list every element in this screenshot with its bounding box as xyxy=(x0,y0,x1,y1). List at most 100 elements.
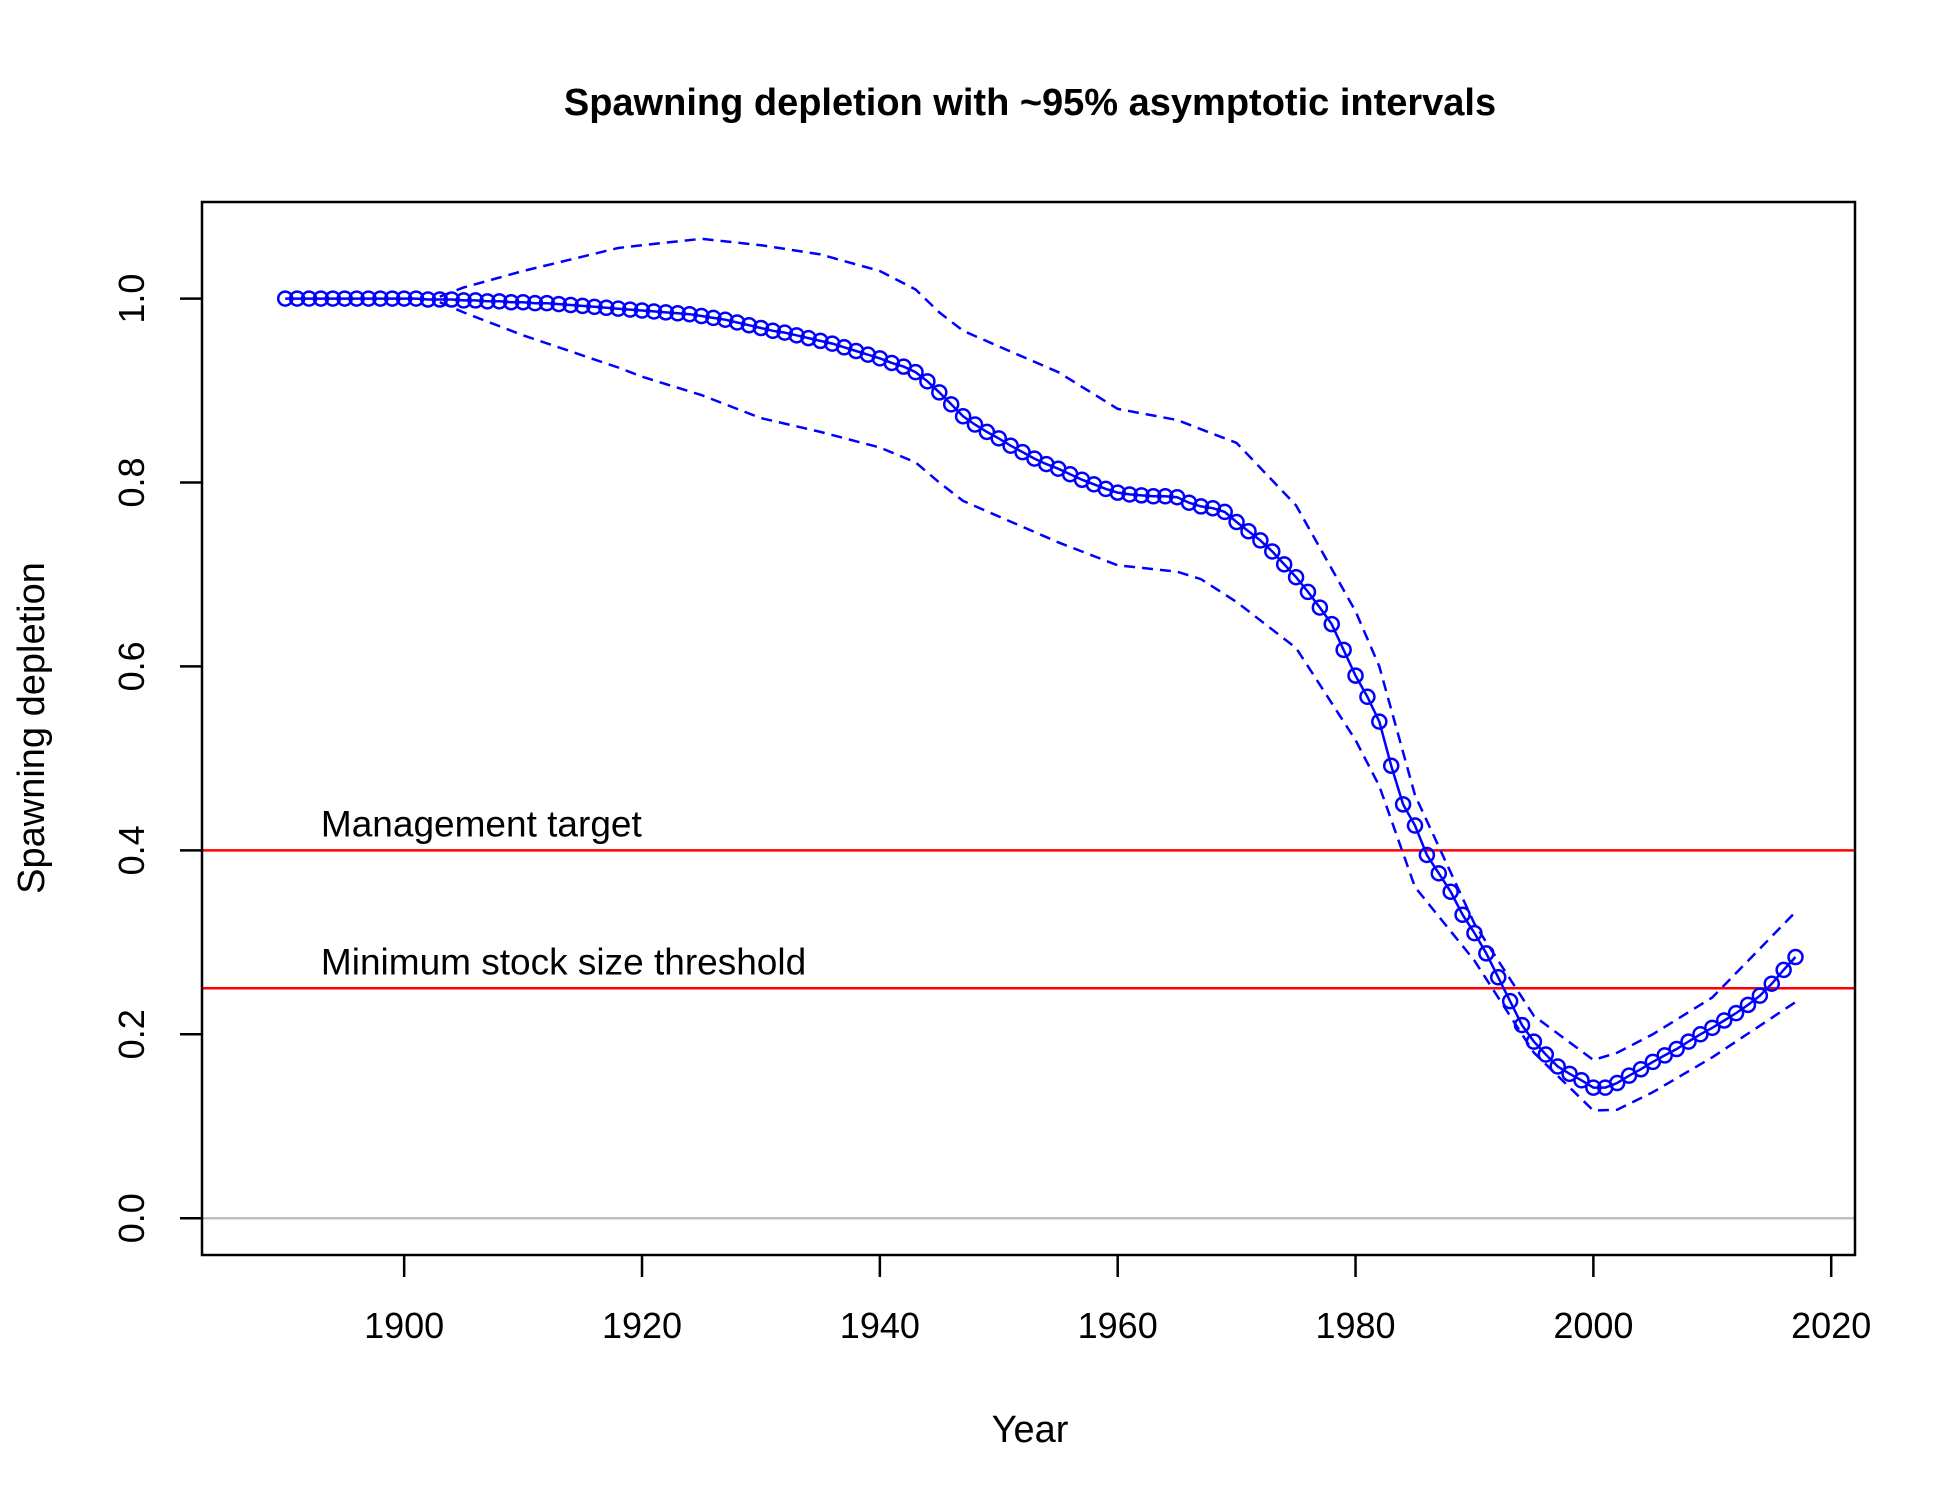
x-tick-label: 2020 xyxy=(1791,1305,1871,1346)
x-tick-label: 1960 xyxy=(1078,1305,1158,1346)
data-point xyxy=(954,408,972,425)
data-point xyxy=(360,290,377,307)
data-point xyxy=(1192,498,1210,515)
data-point xyxy=(681,305,698,323)
data-point xyxy=(1145,488,1162,505)
data-point xyxy=(1585,1079,1602,1096)
data-point xyxy=(1252,532,1269,549)
data-point xyxy=(336,290,353,307)
data-point xyxy=(1371,713,1388,730)
x-tick-label: 1900 xyxy=(364,1305,444,1346)
data-point xyxy=(407,290,425,307)
data-point xyxy=(598,299,615,317)
data-point xyxy=(1359,688,1376,706)
data-point xyxy=(931,384,948,401)
data-point xyxy=(1632,1060,1650,1078)
x-axis-title: Year xyxy=(992,1409,1069,1451)
data-point xyxy=(1751,987,1769,1004)
data-point xyxy=(502,293,520,311)
data-point xyxy=(1442,883,1459,900)
x-tick-label: 2000 xyxy=(1553,1305,1633,1346)
y-axis-title: Spawning depletion xyxy=(11,562,53,894)
data-point xyxy=(1454,906,1471,923)
x-tick-label: 1980 xyxy=(1315,1305,1395,1346)
data-point xyxy=(717,311,734,328)
data-point xyxy=(1287,568,1305,586)
data-point xyxy=(1335,641,1352,659)
data-point xyxy=(705,309,722,327)
data-point xyxy=(550,295,568,313)
data-point xyxy=(764,322,782,340)
data-point xyxy=(657,304,675,321)
y-tick-label: 1.0 xyxy=(111,274,152,324)
data-point xyxy=(728,314,746,331)
data-point xyxy=(467,292,484,309)
data-point xyxy=(1347,667,1364,684)
data-point xyxy=(1406,817,1424,834)
data-point xyxy=(324,290,342,307)
data-point xyxy=(300,290,318,307)
data-point xyxy=(312,290,330,307)
data-point xyxy=(669,305,686,322)
data-point xyxy=(1549,1058,1566,1075)
data-point xyxy=(1763,975,1781,992)
data-point xyxy=(419,291,437,308)
y-tick-label: 0.2 xyxy=(111,1009,152,1059)
data-point xyxy=(288,290,306,307)
data-point xyxy=(752,319,770,337)
data-point xyxy=(1133,487,1150,504)
reference-line-label: Management target xyxy=(321,803,643,844)
data-point xyxy=(1489,969,1507,986)
data-point xyxy=(1668,1040,1685,1058)
data-point xyxy=(693,307,710,325)
data-point xyxy=(633,302,651,319)
x-tick-label: 1940 xyxy=(840,1305,920,1346)
y-tick-label: 0.8 xyxy=(111,457,152,507)
data-point xyxy=(1418,846,1436,864)
data-point xyxy=(1715,1012,1733,1029)
plot-area: Management target Minimum stock size thre… xyxy=(111,200,1871,1346)
data-point xyxy=(1501,992,1519,1010)
data-point xyxy=(1275,556,1293,573)
data-point xyxy=(942,396,960,413)
data-point xyxy=(1109,484,1126,501)
data-point xyxy=(1537,1046,1555,1063)
data-point xyxy=(1228,513,1245,531)
data-point xyxy=(645,303,663,320)
data-point xyxy=(479,293,496,310)
data-point xyxy=(431,291,449,308)
data-point xyxy=(1680,1033,1697,1050)
data-point xyxy=(1573,1072,1590,1089)
data-point xyxy=(276,290,294,307)
data-point xyxy=(1382,757,1400,774)
data-point xyxy=(907,363,924,381)
data-point xyxy=(372,290,389,307)
data-point xyxy=(788,327,805,344)
data-point xyxy=(514,293,532,311)
data-point xyxy=(1323,615,1340,633)
data-point xyxy=(526,294,544,312)
y-tick-label: 0.0 xyxy=(111,1193,152,1243)
data-point xyxy=(574,297,591,315)
data-point xyxy=(740,316,758,334)
data-point xyxy=(812,332,829,350)
data-point xyxy=(1727,1004,1745,1022)
lower-interval-line xyxy=(439,301,1797,1112)
x-tick-label: 1920 xyxy=(602,1305,682,1346)
data-point xyxy=(395,290,413,307)
data-point xyxy=(384,290,401,307)
data-point xyxy=(1430,865,1448,882)
data-point xyxy=(609,300,627,317)
data-point xyxy=(443,291,460,308)
data-point xyxy=(966,416,984,433)
data-point xyxy=(1264,543,1281,560)
data-point xyxy=(491,293,508,310)
data-point xyxy=(538,294,556,312)
reference-line-label: Minimum stock size threshold xyxy=(321,941,806,982)
data-point xyxy=(919,373,936,390)
data-point xyxy=(800,329,817,347)
data-point xyxy=(1121,486,1138,503)
data-point xyxy=(1394,796,1412,813)
data-point xyxy=(1157,488,1174,505)
